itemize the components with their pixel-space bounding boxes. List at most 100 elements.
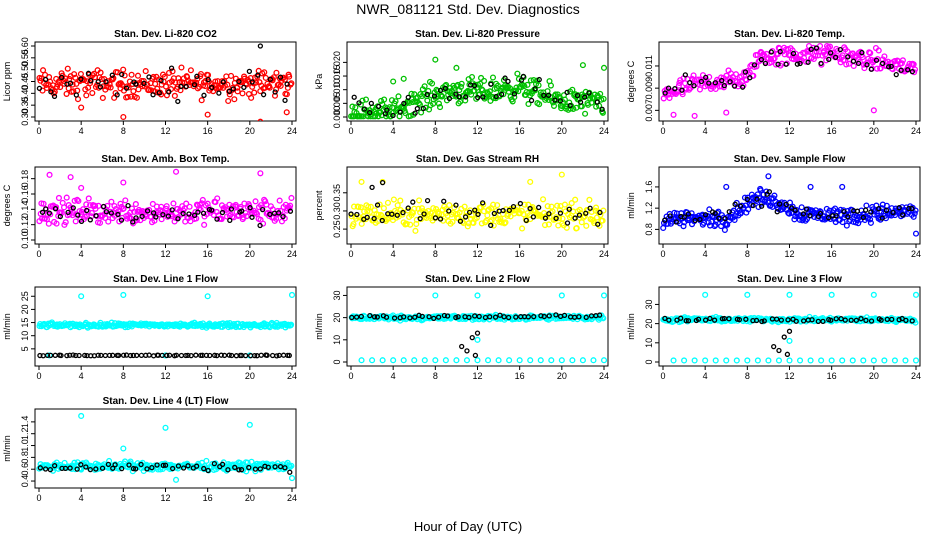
data-point: [446, 208, 452, 214]
data-point: [355, 203, 362, 210]
data-point: [216, 90, 222, 96]
data-point: [683, 318, 689, 324]
data-point: [850, 62, 857, 70]
point-layer: [348, 292, 608, 364]
data-point: [214, 195, 221, 202]
data-point: [93, 466, 99, 472]
data-point: [540, 196, 547, 203]
data-point: [407, 315, 413, 321]
data-point: [691, 83, 697, 89]
data-point: [805, 59, 811, 65]
point-layer: [36, 412, 296, 483]
x-tick-label: 0: [36, 126, 41, 136]
data-point: [374, 202, 381, 208]
data-point: [890, 209, 896, 216]
data-point: [474, 357, 481, 364]
data-point: [163, 203, 170, 210]
data-point: [52, 206, 59, 212]
data-point: [690, 72, 697, 79]
data-point: [732, 201, 738, 207]
data-point: [80, 77, 88, 84]
data-point: [258, 352, 264, 358]
data-point: [162, 424, 169, 431]
panel-title: Stan. Dev. Amb. Box Temp.: [101, 154, 229, 165]
data-point: [809, 317, 815, 323]
data-point: [561, 312, 568, 318]
data-point: [234, 88, 241, 95]
data-point: [530, 214, 537, 220]
data-point: [745, 206, 752, 213]
data-point: [498, 91, 505, 98]
data-point: [789, 47, 796, 54]
data-point: [169, 207, 175, 213]
data-point: [99, 465, 106, 471]
x-tick-label: 8: [121, 249, 126, 259]
data-point: [255, 72, 261, 78]
data-point: [241, 84, 247, 90]
data-point: [62, 219, 69, 226]
data-point: [172, 476, 180, 483]
data-point: [592, 204, 600, 211]
data-point: [449, 218, 456, 225]
data-point: [912, 230, 920, 237]
data-point: [40, 353, 46, 359]
y-tick-label: 0.12: [20, 216, 30, 234]
data-point: [78, 462, 84, 468]
data-point: [85, 195, 92, 202]
data-point: [37, 465, 43, 471]
data-point: [432, 215, 439, 221]
data-point: [262, 74, 269, 81]
data-point: [712, 357, 719, 364]
data-point: [732, 213, 739, 220]
data-point: [881, 53, 888, 60]
data-point: [257, 170, 264, 177]
data-point: [784, 351, 791, 357]
data-point: [78, 104, 85, 111]
data-point: [111, 202, 118, 210]
point-layer: [348, 56, 608, 120]
y-tick-label: 0.015: [332, 65, 342, 88]
data-point: [505, 78, 511, 85]
data-point: [556, 206, 563, 214]
data-point: [394, 212, 400, 218]
data-point: [287, 469, 293, 475]
data-point: [97, 69, 104, 76]
data-point: [490, 201, 497, 208]
x-tick-label: 20: [557, 126, 567, 136]
data-point: [358, 357, 365, 364]
chart-panel: Stan. Dev. Line 1 Flow 0 4 8 12 16 20 24 5 10 15 20…: [2, 274, 297, 381]
y-tick-label: 0.45: [20, 73, 30, 91]
data-point: [276, 210, 282, 216]
data-point: [475, 211, 481, 218]
data-point: [883, 207, 890, 213]
y-tick-label: 0.8: [644, 223, 654, 236]
data-point: [870, 357, 877, 364]
x-tick-label: 4: [703, 371, 708, 381]
data-point: [48, 89, 54, 95]
data-point: [183, 83, 189, 90]
data-point: [127, 352, 134, 359]
panel-title: Stan. Dev. Sample Flow: [734, 154, 846, 165]
data-point: [211, 460, 217, 467]
data-point: [678, 315, 684, 321]
data-point: [88, 209, 95, 217]
data-point: [827, 50, 834, 56]
data-point: [102, 214, 109, 222]
x-tick-label: 20: [245, 249, 255, 259]
data-point: [682, 72, 688, 78]
data-point: [244, 203, 251, 210]
data-point: [687, 79, 693, 86]
data-point: [45, 220, 52, 227]
data-point: [801, 318, 807, 324]
data-point: [407, 221, 414, 228]
data-point: [579, 93, 586, 100]
data-point: [419, 313, 425, 320]
data-point: [133, 466, 139, 472]
data-point: [246, 464, 252, 471]
data-point: [432, 292, 439, 299]
data-point: [242, 352, 249, 359]
data-point: [403, 220, 410, 227]
data-point: [542, 215, 549, 221]
data-point: [443, 81, 450, 88]
data-point: [527, 357, 534, 364]
